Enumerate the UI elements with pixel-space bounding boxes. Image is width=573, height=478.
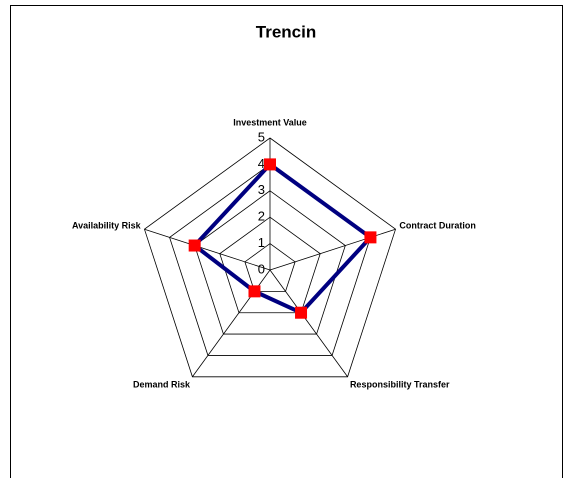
grid-ring [219,216,321,314]
category-label: Availability Risk [72,220,142,230]
axis-spoke [144,228,271,271]
grid-ring [143,137,397,378]
data-marker [295,306,308,319]
category-label: Responsibility Transfer [350,379,450,389]
r-tick-label: 4 [258,156,265,171]
axis-spoke [269,269,348,378]
category-label: Demand Risk [133,379,191,389]
r-tick-label: 3 [258,182,265,197]
data-marker [248,285,261,298]
r-tick-label: 0 [258,261,265,276]
r-tick-label: 2 [258,209,265,224]
data-marker [364,231,377,244]
chart-title: Trencin [256,22,316,41]
chart-frame [10,5,563,478]
category-label: Contract Duration [399,220,476,230]
series-line [191,161,374,316]
r-tick-label: 5 [258,129,265,144]
data-marker [188,239,201,252]
r-tick-label: 1 [258,235,265,250]
grid-ring [194,190,346,335]
grid-ring [244,243,296,292]
data-marker [264,158,276,171]
category-label: Investment Value [233,117,307,127]
